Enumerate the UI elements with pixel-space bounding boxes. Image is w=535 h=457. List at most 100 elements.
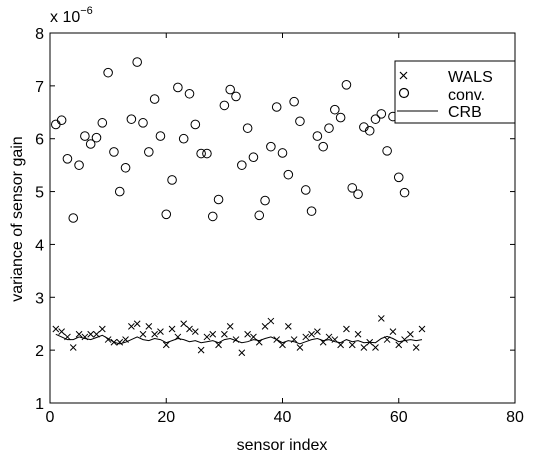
wals-point — [186, 325, 193, 333]
conv-point — [289, 96, 299, 107]
conv-point — [271, 102, 282, 112]
conv-point — [213, 194, 224, 205]
wals-point — [372, 344, 379, 351]
wals-point — [52, 325, 60, 333]
wals-point — [110, 338, 118, 346]
legend-entry-conv: conv. — [398, 87, 485, 104]
x-axis-label: sensor index — [237, 437, 328, 454]
conv-point — [196, 148, 206, 159]
y-tick-label: 2 — [35, 343, 44, 360]
conv-point — [382, 146, 392, 156]
wals-point — [81, 333, 89, 341]
conv-point — [237, 160, 247, 170]
wals-point — [122, 336, 129, 343]
conv-point — [167, 175, 177, 185]
wals-point — [232, 336, 240, 343]
conv-point — [155, 131, 166, 141]
legend-label-crb: CRB — [448, 104, 482, 121]
y-multiplier-label: x 10−6 — [50, 5, 93, 26]
wals-point — [162, 341, 170, 349]
conv-point — [132, 57, 142, 67]
conv-point — [109, 147, 119, 157]
conv-point — [312, 131, 323, 141]
conv-point — [370, 114, 381, 124]
wals-point — [255, 338, 263, 346]
x-axis-ticks: 0 20 40 60 80 — [46, 33, 524, 426]
wals-point — [308, 330, 315, 338]
conv-point — [190, 119, 201, 130]
conv-point — [173, 82, 183, 93]
wals-point — [337, 341, 344, 349]
wals-point — [261, 323, 269, 330]
conv-point — [161, 209, 172, 220]
conv-point — [114, 186, 125, 197]
wals-point — [296, 344, 304, 351]
y-tick-label: 4 — [35, 237, 44, 254]
conv-point — [85, 139, 96, 149]
wals-point — [168, 325, 176, 333]
wals-point — [191, 328, 199, 335]
conv-point — [219, 100, 230, 111]
conv-point — [300, 185, 311, 195]
wals-point — [279, 341, 286, 349]
wals-point — [128, 323, 135, 330]
x-tick-label: 40 — [274, 409, 292, 426]
crb-line — [55, 333, 423, 345]
wals-point — [244, 330, 251, 338]
wals-point — [139, 330, 147, 338]
wals-point — [197, 346, 205, 354]
wals-point — [302, 333, 310, 341]
conv-point — [330, 104, 340, 115]
wals-point — [360, 344, 368, 351]
conv-point — [364, 125, 375, 136]
wals-point — [412, 344, 420, 351]
wals-point — [325, 333, 333, 341]
conv-point — [178, 133, 189, 144]
conv-point — [120, 162, 131, 173]
wals-point — [238, 349, 246, 357]
wals-point — [348, 341, 356, 349]
y-tick-label: 6 — [35, 132, 44, 149]
legend: WALS conv. CRB — [394, 60, 516, 124]
wals-point — [87, 330, 95, 338]
conv-point — [295, 116, 305, 127]
wals-point — [180, 320, 188, 328]
wals-point — [319, 338, 327, 346]
wals-point — [250, 333, 257, 341]
legend-entry-wals: WALS — [399, 69, 493, 86]
wals-point — [151, 330, 158, 338]
conv-point — [260, 195, 270, 206]
conv-point — [306, 206, 317, 216]
conv-point — [335, 112, 346, 123]
wals-point — [116, 338, 124, 346]
y-axis-ticks: 1 2 3 4 5 6 7 8 — [35, 26, 515, 413]
conv-point — [376, 109, 387, 119]
conv-point — [242, 123, 253, 133]
conv-point — [266, 141, 276, 152]
conv-point — [254, 210, 265, 221]
wals-point — [377, 315, 385, 322]
conv-point — [74, 160, 84, 170]
series-conv — [51, 57, 410, 223]
wals-point — [273, 336, 281, 343]
conv-point — [56, 115, 67, 126]
conv-point — [277, 148, 288, 158]
wals-point — [290, 336, 298, 343]
wals-point — [383, 336, 391, 343]
wals-point — [226, 323, 234, 330]
wals-point — [314, 328, 321, 335]
conv-point — [91, 132, 102, 143]
conv-point — [144, 147, 154, 157]
wals-point — [418, 325, 426, 333]
wals-point — [104, 336, 112, 343]
conv-point — [231, 91, 241, 102]
wals-point — [284, 323, 292, 330]
wals-point — [221, 330, 228, 338]
conv-point — [126, 114, 137, 124]
wals-point — [215, 341, 222, 349]
conv-point — [283, 169, 294, 180]
y-axis-label: variance of sensor gain — [9, 136, 26, 301]
conv-point — [341, 80, 352, 90]
y-tick-label: 7 — [35, 79, 44, 96]
